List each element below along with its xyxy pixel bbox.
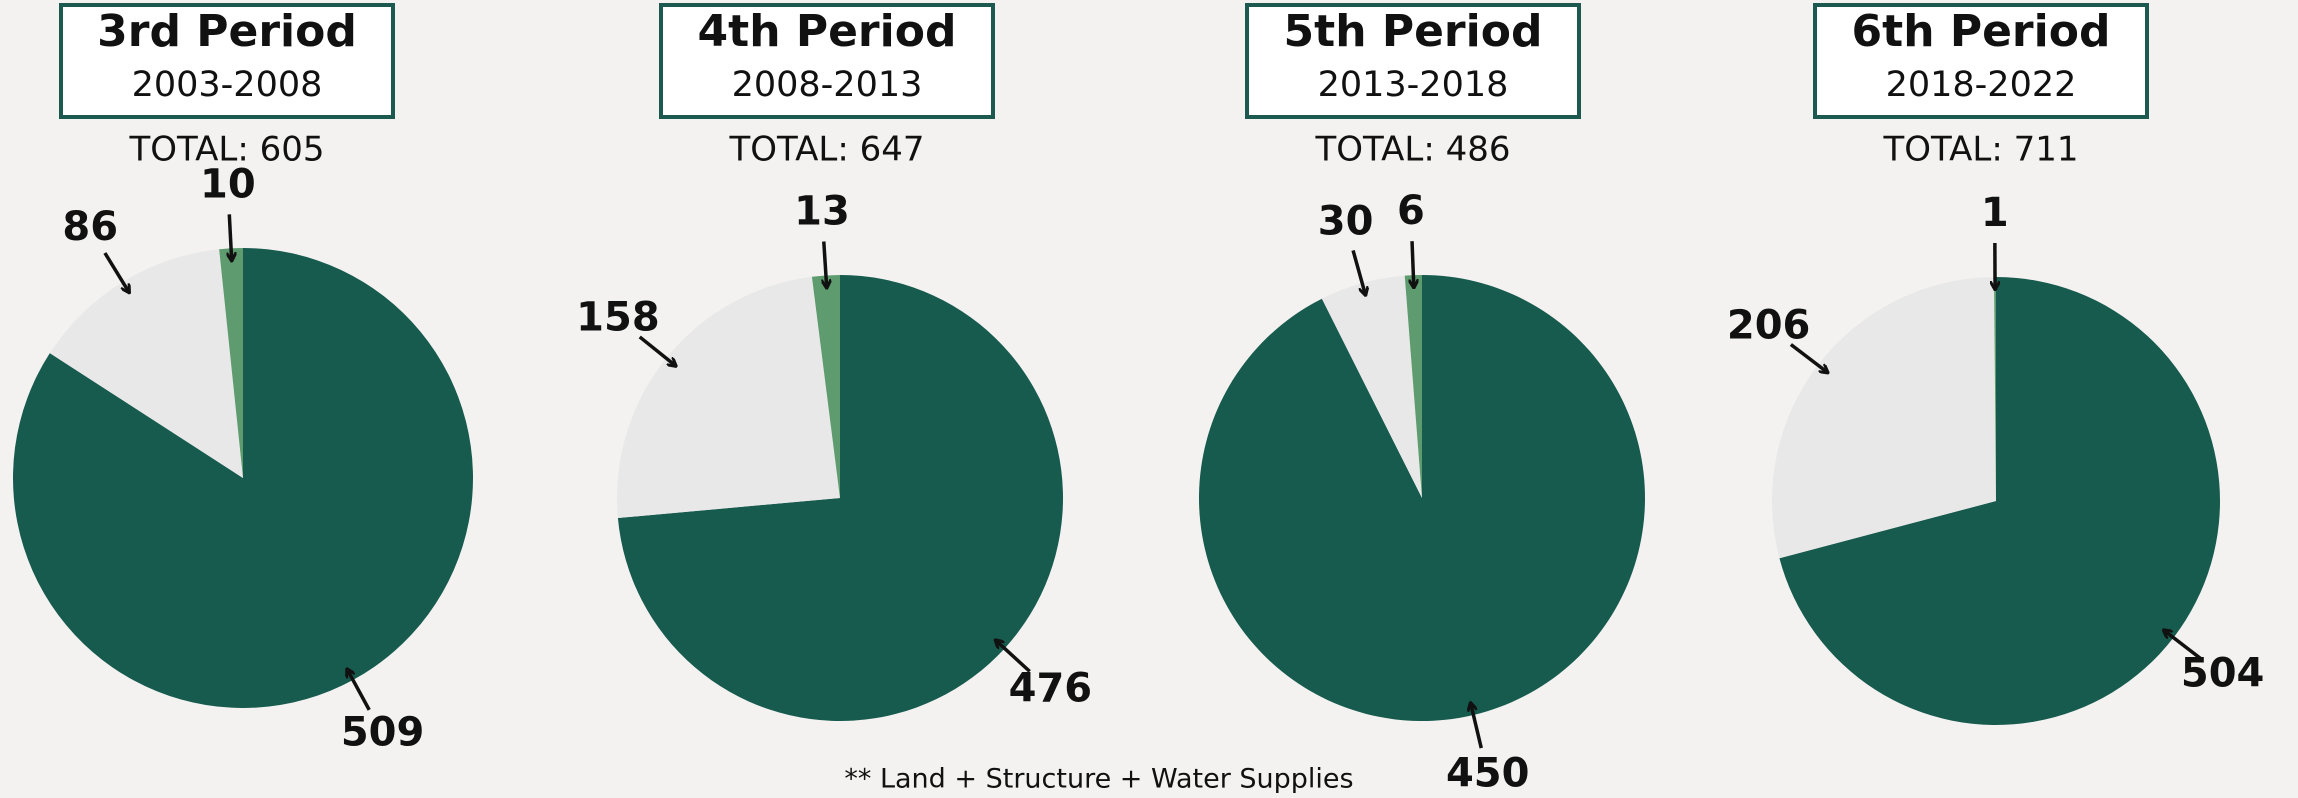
title-box [1813, 3, 2149, 119]
label-arrow [103, 252, 129, 292]
label-arrow [996, 640, 1031, 673]
value-label: 86 [62, 204, 118, 250]
label-arrow [1471, 703, 1483, 749]
label-arrow [824, 241, 827, 288]
label-arrow [229, 214, 231, 260]
pie-slice [12, 248, 474, 708]
pie-slice [1404, 275, 1422, 498]
label-arrow [2164, 630, 2202, 660]
label-arrow [1412, 241, 1414, 287]
pie-total: TOTAL: 605 [128, 130, 324, 170]
pie-total: TOTAL: 711 [1882, 130, 2078, 170]
value-label: 450 [1446, 750, 1530, 796]
pie-subtitle: 2008-2013 [732, 65, 923, 105]
pie-slice [811, 275, 840, 498]
pie-slice [616, 276, 840, 519]
title-box [1245, 3, 1581, 119]
value-label: 504 [2181, 650, 2265, 696]
pie-slice [219, 248, 243, 478]
pie-slice [617, 275, 1063, 721]
pie-slice [1994, 277, 1996, 501]
label-arrow [347, 669, 371, 711]
value-label: 206 [1727, 303, 1811, 349]
value-label: 13 [794, 189, 850, 235]
label-arrow [1789, 343, 1828, 373]
pie-title: 3rd Period [97, 6, 357, 57]
pie-subtitle: 2013-2018 [1318, 65, 1509, 105]
pie-slice [49, 249, 243, 478]
pie-total: TOTAL: 486 [1314, 130, 1510, 170]
title-box [659, 3, 995, 119]
label-arrow [1351, 249, 1365, 294]
value-label: 1 [1981, 190, 2009, 236]
value-label: 158 [576, 294, 660, 340]
label-arrow [638, 335, 676, 366]
pie-total: TOTAL: 647 [728, 130, 924, 170]
pie-slice [1772, 277, 1996, 559]
value-label: 476 [1009, 665, 1093, 711]
value-label: 10 [200, 161, 256, 207]
value-label: 30 [1318, 198, 1374, 244]
pie-subtitle: 2018-2022 [1886, 65, 2077, 105]
pie-slice [1779, 277, 2220, 725]
footnote: ** Land + Structure + Water Supplies [844, 764, 1353, 795]
title-box [59, 3, 395, 119]
pie-title: 6th Period [1852, 6, 2111, 57]
pie-subtitle: 2003-2008 [132, 65, 323, 105]
pie-title: 5th Period [1284, 6, 1543, 57]
value-label: 6 [1397, 188, 1425, 234]
pie-slice [1321, 275, 1422, 498]
value-label: 509 [341, 709, 425, 755]
pie-title: 4th Period [698, 6, 957, 57]
